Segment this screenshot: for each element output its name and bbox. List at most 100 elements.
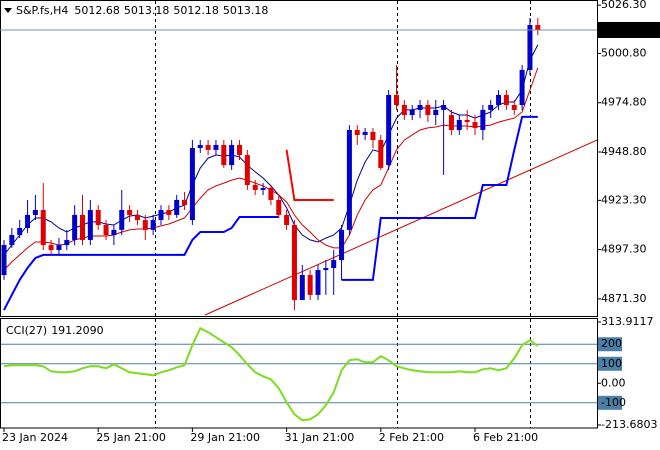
quote-high: 5013.18 [124,4,170,17]
candle-body [56,245,62,250]
candle-body [142,220,148,230]
main-panel-frame [0,0,598,317]
candle-body [323,267,329,271]
candle-body [48,245,54,250]
y-tick-label: 4948.80 [601,145,647,158]
candle-body [221,144,227,166]
x-tick-label: 6 Feb 21:00 [473,431,538,444]
candle-body [284,214,290,225]
quote-close: 5013.18 [223,4,269,17]
candle-body [362,131,368,135]
y-tick-label: 4923.30 [601,193,647,206]
quote-low: 5012.18 [173,4,219,17]
candle-body [80,214,85,240]
y-tick-label: -100 [601,396,626,409]
tick-label-box [598,337,622,352]
candle-body [276,199,282,215]
cci-line [3,326,539,422]
candle-body [32,210,38,215]
indicator-line [3,115,538,311]
candle-body [425,105,431,116]
candle-body [25,214,31,229]
y-tick-label: 4897.30 [601,243,647,256]
x-tick-label: 29 Jan 21:00 [190,431,260,444]
candle-body [433,109,439,116]
candle-body [229,144,235,166]
candle-body [456,119,462,131]
candle-body [127,210,133,215]
menu-triangle [4,8,12,13]
chart-header: S&P.fs,H4 5012.68 5013.18 5012.18 5013.18 [16,4,268,17]
tick-label-box [598,356,622,371]
candle-body [9,235,15,246]
candle-body [511,105,517,110]
candle-body [119,210,125,230]
candle-body [291,224,297,301]
candle-body [496,94,502,105]
candle-body [166,210,172,215]
candle-body [268,188,274,200]
y-tick-label: 313.9117 [601,315,654,328]
y-tick-label: -213.6803 [601,418,657,431]
candle-body [331,260,337,268]
candle-body [339,229,345,261]
tick-label-box [598,395,622,410]
candle-body [158,210,164,221]
y-tick-label: 4974.80 [601,96,647,109]
candle-body [519,69,525,105]
cci-value: 191.2090 [51,324,104,337]
candle-body [394,94,399,105]
indicator-line [285,149,334,201]
y-tick-label: 5000.80 [601,46,647,59]
candle-body [441,105,447,110]
candle-body [260,188,266,190]
y-tick-label: 5026.30 [601,0,647,11]
candle-body [237,144,242,156]
x-tick-label: 2 Feb 21:00 [379,431,444,444]
candle-body [244,155,250,185]
candle-body [64,239,70,246]
candle-body [197,144,203,149]
cci-name: CCI(27) [6,324,47,337]
candle-body [464,119,470,123]
candle-body [189,148,195,221]
price-tag-label: 5013.18 [601,23,647,36]
candle-body [488,105,494,110]
candle-body [182,199,188,206]
cci-panel-frame [0,318,598,429]
candle-body [535,25,541,30]
candle-body [134,214,140,221]
candle-body [299,275,305,301]
candle-body [87,210,93,240]
symbol: S&P.fs,H4 [16,4,68,17]
cci-header: CCI(27) 191.2090 [6,324,104,337]
candle-body [346,130,352,230]
candle-body [174,199,180,215]
candle-body [205,144,211,150]
candle-body [354,130,360,135]
candle-body [401,105,407,116]
candle-body [95,210,101,225]
y-tick-label: 100 [601,357,622,370]
candle-body [17,228,23,236]
candle-body [527,25,533,70]
trendline [204,139,598,316]
candle-body [307,275,313,295]
candle-body [150,220,156,230]
y-tick-label: 4871.30 [601,292,647,305]
candle-body [386,94,392,166]
candle-body [72,214,78,240]
candle-body [503,94,509,105]
candle-body [40,210,46,246]
y-tick-label: 200 [601,337,622,350]
candle-body [315,270,321,295]
x-tick-label: 31 Jan 21:00 [285,431,355,444]
candle-body [472,122,478,128]
candle-body [111,229,117,236]
candle-body [448,115,454,131]
candle-body [378,140,384,168]
candle-body [409,109,415,116]
